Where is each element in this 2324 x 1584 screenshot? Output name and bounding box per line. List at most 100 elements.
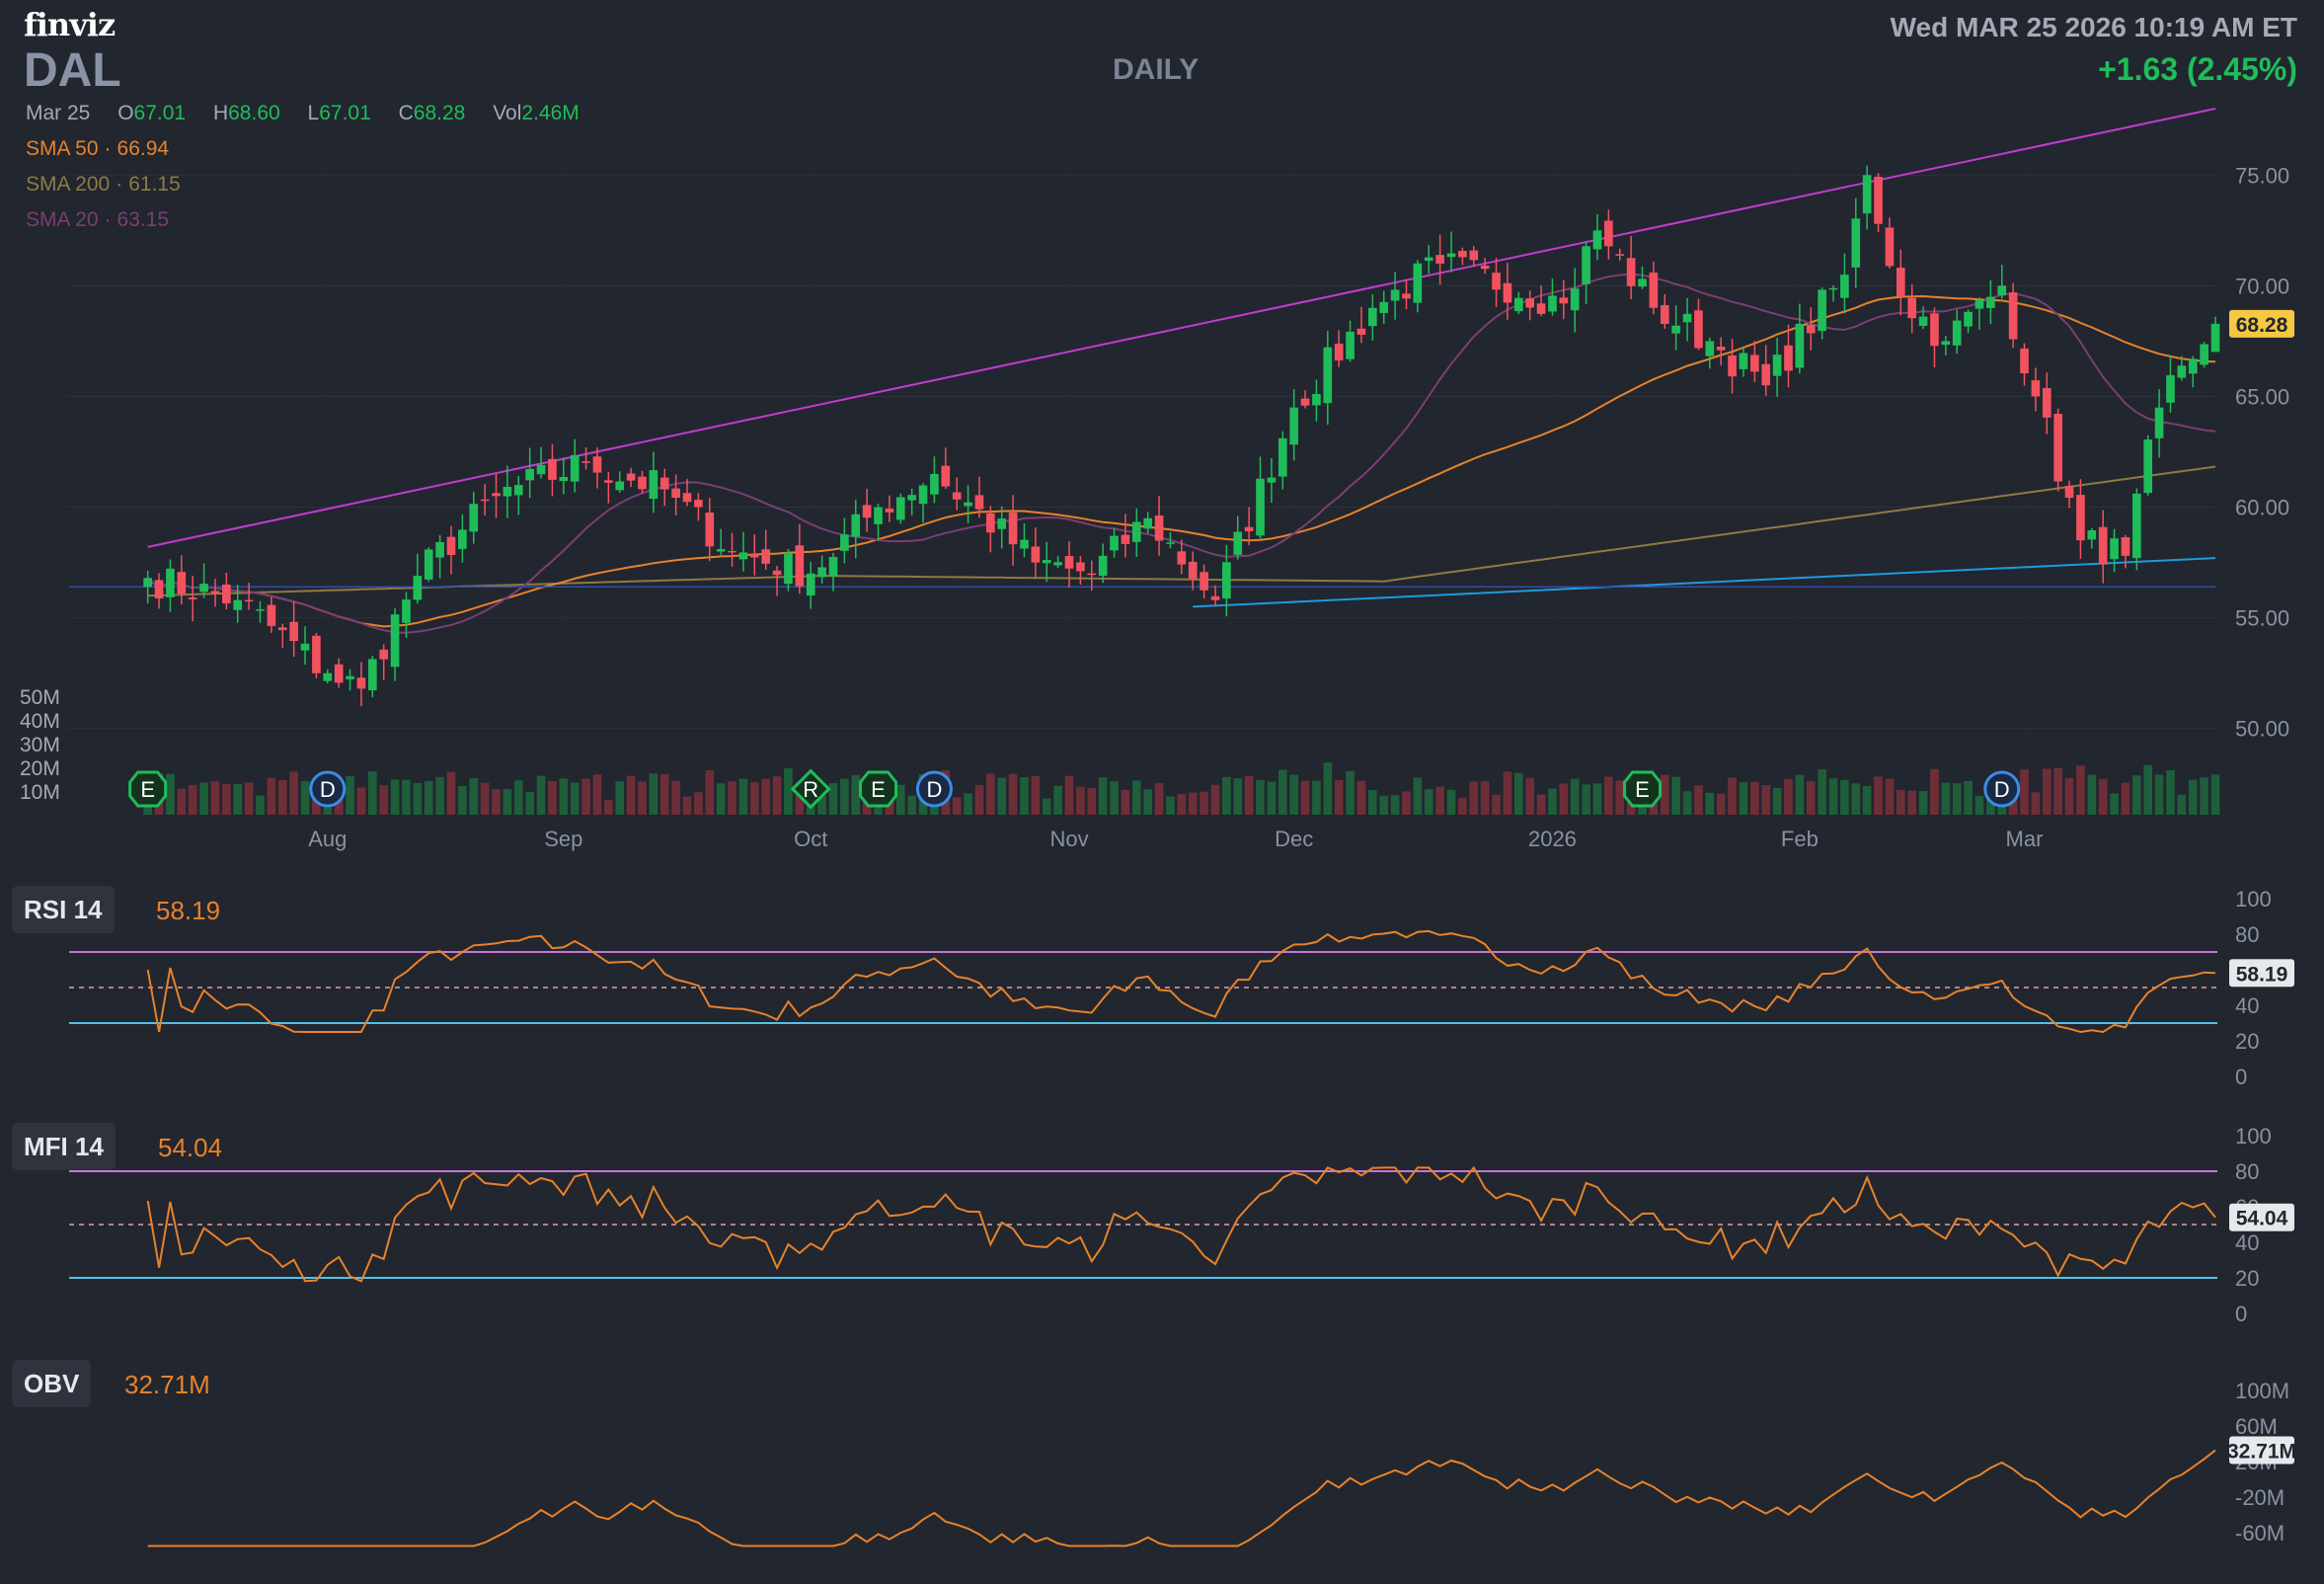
candle-body: [2008, 292, 2018, 340]
volume-bar: [435, 776, 444, 815]
dividend-marker: [309, 770, 347, 808]
candle-body: [1154, 515, 1164, 541]
event-marker-label: E: [140, 777, 155, 802]
earnings-marker: [859, 770, 898, 808]
volume-bar: [1042, 798, 1051, 815]
obv-pane-label[interactable]: OBV: [12, 1360, 92, 1407]
candle-body: [874, 507, 883, 524]
volume-bar: [828, 783, 838, 815]
candle-body: [784, 552, 793, 585]
volume-bar: [1087, 788, 1097, 815]
volume-bar: [1143, 789, 1153, 815]
volume-bar: [728, 781, 736, 815]
volume-bar: [2143, 764, 2153, 815]
candle-body: [1885, 227, 1895, 267]
dividend-marker: [1983, 770, 2021, 808]
volume-bar: [1874, 776, 1883, 815]
event-marker-label: R: [803, 777, 818, 802]
candle-body: [1986, 296, 1995, 309]
candle-body: [346, 675, 354, 679]
obv-axis-tick: -60M: [2235, 1521, 2285, 1545]
candle-body: [581, 461, 590, 463]
sma20-legend[interactable]: SMA 20 · 63.15: [26, 208, 170, 231]
volume-bar: [2031, 792, 2041, 815]
rsi-axis-tick: 0: [2235, 1065, 2247, 1089]
candle-body: [233, 599, 243, 610]
event-marker-label: D: [1994, 777, 2010, 802]
candle-body: [885, 508, 894, 513]
candle-body: [2188, 358, 2198, 374]
mfi-current-value: 54.04: [158, 1133, 223, 1162]
mfi-pane-label[interactable]: MFI 14: [12, 1123, 116, 1170]
candle-body: [1930, 313, 1939, 347]
candle-body: [1200, 572, 1208, 591]
candle-body: [1975, 300, 1984, 309]
volume-bar: [1200, 791, 1208, 815]
candle-body: [570, 454, 580, 482]
candle-body: [1548, 295, 1557, 312]
volume-bar: [2154, 774, 2164, 815]
volume-bar: [716, 783, 726, 815]
candle-body: [1638, 278, 1647, 287]
volume-bar: [2177, 794, 2187, 815]
event-marker-label: E: [871, 777, 886, 802]
volume-bar: [671, 780, 680, 815]
candle-body: [671, 488, 680, 499]
volume-bar: [413, 782, 423, 815]
volume-bar: [895, 784, 905, 815]
sma200-legend[interactable]: SMA 200 · 61.15: [26, 173, 181, 196]
volume-bar: [166, 773, 175, 815]
sma20-label: SMA 20: [26, 208, 99, 231]
lower-trendline: [1193, 557, 2216, 608]
volume-bar: [1660, 774, 1669, 815]
candle-body: [1964, 311, 1973, 327]
volume-bar: [1390, 795, 1400, 815]
candle-body: [1851, 218, 1861, 268]
sma50-line: [147, 294, 2216, 628]
x-axis-tick: Sep: [544, 827, 582, 851]
candle-body: [267, 604, 276, 626]
obv-axis-tick: 60M: [2235, 1414, 2278, 1439]
volume-label: Vol: [493, 102, 522, 124]
volume-bar: [1020, 777, 1029, 815]
open-value: 67.01: [133, 102, 187, 124]
volume-bar: [1885, 778, 1895, 815]
candle-body: [1278, 437, 1287, 477]
volume-bar: [604, 799, 613, 815]
candle-body: [1076, 562, 1085, 572]
candle-body: [1671, 325, 1680, 334]
candle-body: [1806, 325, 1816, 334]
volume-bar: [346, 775, 354, 815]
price-axis-tick: 55.00: [2235, 606, 2289, 631]
candle-body: [941, 465, 951, 487]
rsi-pane-label[interactable]: RSI 14: [12, 886, 115, 933]
volume-bar: [424, 780, 433, 815]
candle-body: [1177, 551, 1187, 565]
candle-body: [312, 635, 321, 673]
x-axis-tick: Dec: [1275, 827, 1313, 851]
candle-body: [446, 536, 456, 555]
close-label: C: [398, 102, 414, 124]
timeframe-label[interactable]: DAILY: [1113, 53, 1200, 86]
finviz-logo[interactable]: finviz: [24, 6, 116, 43]
volume-bar: [1772, 787, 1782, 815]
volume-bar: [1368, 789, 1377, 815]
candle-body: [1312, 393, 1321, 406]
candle-body: [356, 677, 366, 689]
volume-bar: [997, 777, 1007, 815]
mfi-axis-tick: 20: [2235, 1266, 2259, 1291]
candle-body: [469, 504, 479, 532]
volume-bar: [222, 783, 231, 815]
candle-body: [1570, 288, 1580, 311]
candle-body: [2110, 538, 2119, 560]
sma50-legend[interactable]: SMA 50 · 66.94: [26, 137, 170, 160]
candle-body: [2166, 374, 2175, 403]
price-axis-tick: 65.00: [2235, 384, 2289, 409]
volume-bar: [1480, 781, 1490, 815]
candle-body: [390, 614, 400, 668]
candle-body: [738, 552, 748, 560]
candle-body: [828, 556, 838, 577]
candle-body: [1828, 287, 1838, 290]
volume-bar: [840, 778, 849, 815]
